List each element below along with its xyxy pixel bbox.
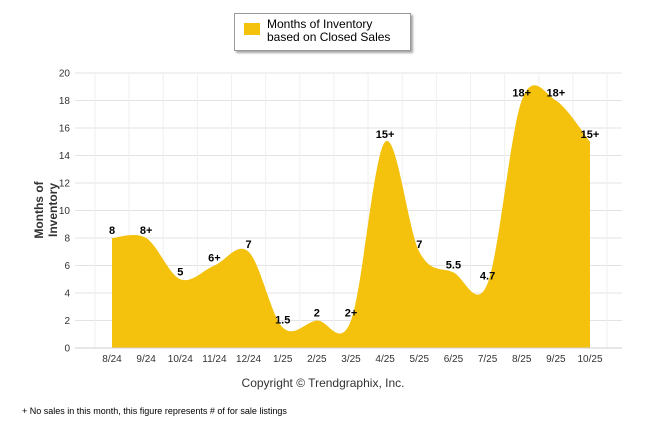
- x-tick-label: 5/25: [410, 354, 430, 365]
- y-tick-label: 2: [64, 316, 70, 327]
- legend-swatch: [244, 23, 260, 35]
- x-tick-label: 4/25: [375, 354, 395, 365]
- x-tick-label: 6/25: [444, 354, 464, 365]
- data-label: 8+: [140, 225, 153, 237]
- data-label: 6+: [208, 253, 221, 265]
- x-tick-label: 7/25: [478, 354, 498, 365]
- data-label: 5.5: [446, 259, 461, 271]
- y-tick-label: 0: [64, 344, 70, 355]
- legend: Months of Inventory based on Closed Sale…: [234, 13, 411, 51]
- y-tick-label: 16: [59, 124, 71, 135]
- data-label: 7: [246, 239, 252, 251]
- x-tick-label: 2/25: [307, 354, 327, 365]
- x-tick-label: 12/24: [236, 354, 261, 365]
- y-tick-label: 4: [64, 289, 70, 300]
- data-label: 18+: [512, 88, 531, 100]
- area-series: [112, 85, 590, 348]
- x-axis-title: Copyright © Trendgraphix, Inc.: [241, 376, 405, 390]
- x-tick-label: 8/25: [512, 354, 532, 365]
- y-tick-label: 18: [59, 96, 71, 107]
- y-tick-label: 12: [59, 179, 71, 190]
- x-tick-label: 3/25: [341, 354, 361, 365]
- data-label: 2+: [345, 308, 358, 320]
- data-label: 5: [177, 266, 183, 278]
- x-tick-label: 9/24: [136, 354, 156, 365]
- x-tick-label: 10/24: [168, 354, 193, 365]
- data-label: 15+: [376, 129, 395, 141]
- y-tick-label: 8: [64, 234, 70, 245]
- footnote: + No sales in this month, this figure re…: [22, 406, 287, 416]
- y-axis-title: Months of Inventory: [32, 181, 60, 239]
- y-tick-label: 20: [59, 69, 71, 80]
- y-tick-label: 14: [59, 151, 71, 162]
- x-tick-label: 8/24: [102, 354, 122, 365]
- x-tick-label: 9/25: [546, 354, 566, 365]
- data-label: 18+: [547, 88, 566, 100]
- x-tick-label: 1/25: [273, 354, 293, 365]
- data-label: 2: [314, 308, 320, 320]
- legend-label: Months of Inventory based on Closed Sale…: [267, 17, 391, 44]
- y-tick-label: 10: [59, 206, 71, 217]
- data-label: 1.5: [275, 314, 290, 326]
- data-label: 4.7: [480, 270, 495, 282]
- data-label: 7: [416, 239, 422, 251]
- y-tick-label: 6: [64, 261, 70, 272]
- x-tick-label: 10/25: [577, 354, 602, 365]
- x-tick-label: 11/24: [202, 354, 227, 365]
- data-label: 8: [109, 225, 115, 237]
- data-label: 15+: [581, 129, 600, 141]
